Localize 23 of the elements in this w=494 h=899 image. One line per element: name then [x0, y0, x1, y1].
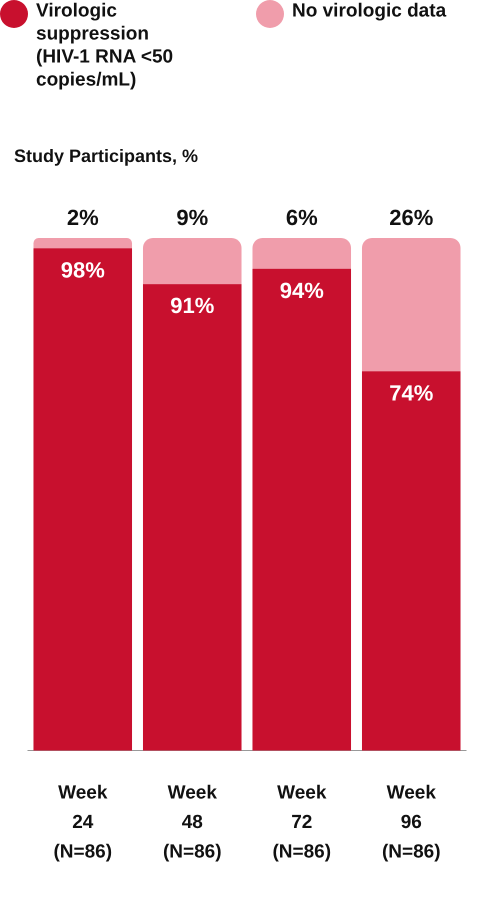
data-label: 2% — [66, 205, 99, 230]
data-label: 26% — [389, 205, 434, 230]
data-label: 9% — [176, 205, 208, 230]
y-axis-title: Study Participants, % — [14, 146, 198, 167]
bar — [252, 268, 352, 751]
bar — [142, 238, 242, 284]
x-tick-label: Week 24 (N=86) — [53, 782, 112, 863]
x-tick-label: Week 96 (N=86) — [382, 782, 441, 863]
legend-label: No virologic data — [292, 0, 447, 22]
bar — [252, 238, 352, 269]
x-tick-label: Week 48 (N=86) — [162, 782, 222, 863]
data-label: 74% — [389, 380, 434, 406]
data-label: 94% — [280, 278, 324, 303]
data-label: 98% — [60, 257, 105, 282]
bar — [33, 248, 132, 751]
data-label: 6% — [286, 205, 318, 230]
legend-label: Virologic suppression (HIV-1 RNA <50 copies/mL) — [36, 0, 174, 91]
data-label: 91% — [170, 293, 214, 318]
bar — [142, 284, 242, 751]
bar — [33, 238, 132, 248]
bar — [362, 371, 461, 751]
bar — [362, 238, 461, 372]
x-tick-label: Week 72 (N=86) — [272, 782, 332, 863]
